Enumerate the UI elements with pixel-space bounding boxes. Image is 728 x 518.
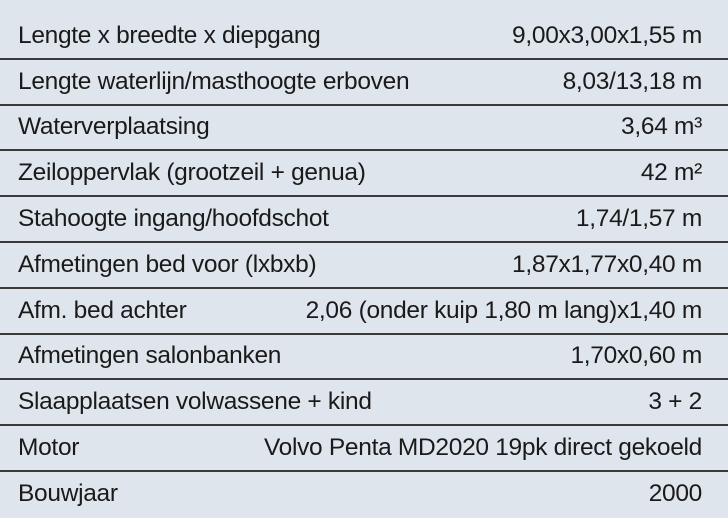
spec-label: Slaapplaatsen volwassene + kind bbox=[18, 388, 372, 416]
spec-row: Zeiloppervlak (grootzeil + genua) 42 m² bbox=[0, 151, 728, 198]
spec-label: Stahoogte ingang/hoofdschot bbox=[18, 205, 329, 233]
spec-label: Afmetingen salonbanken bbox=[18, 342, 282, 370]
spec-label: Zeiloppervlak (grootzeil + genua) bbox=[18, 159, 366, 187]
spec-row: Lengte waterlijn/masthoogte erboven 8,03/… bbox=[0, 60, 728, 106]
spec-row: Lengte x breedte x diepgang 9,00x3,00x1,5… bbox=[0, 14, 728, 60]
spec-row: Waterverplaatsing 3,64 m³ bbox=[0, 106, 728, 152]
spec-row: Afmetingen salonbanken 1,70x0,60 m bbox=[0, 335, 728, 381]
spec-label: Afm. bed achter bbox=[18, 296, 187, 324]
spec-value: 1,70x0,60 m bbox=[570, 342, 702, 370]
spec-row: Stahoogte ingang/hoofdschot 1,74/1,57 m bbox=[0, 197, 728, 243]
spec-value: 3,64 m³ bbox=[621, 113, 702, 141]
spec-value: 3 + 2 bbox=[648, 388, 702, 416]
spec-value: 1,87x1,77x0,40 m bbox=[512, 250, 702, 278]
spec-row: Bouwjaar 2000 bbox=[0, 472, 728, 516]
spec-label: Bouwjaar bbox=[18, 479, 118, 507]
spec-label: Waterverplaatsing bbox=[18, 113, 210, 141]
spec-row: Afm. bed achter 2,06 (onder kuip 1,80 m l… bbox=[0, 289, 728, 335]
spec-row: Afmetingen bed voor (lxbxb) 1,87x1,77x0,4… bbox=[0, 243, 728, 289]
spec-row: Slaapplaatsen volwassene + kind 3 + 2 bbox=[0, 380, 728, 427]
spec-value: 8,03/13,18 m bbox=[562, 67, 703, 95]
spec-label: Lengte waterlijn/masthoogte erboven bbox=[18, 67, 410, 95]
spec-value: Volvo Penta MD2020 19pk direct gekoeld bbox=[263, 434, 702, 462]
spec-row: Motor Volvo Penta MD2020 19pk direct geko… bbox=[0, 426, 728, 472]
spec-value: 9,00x3,00x1,55 m bbox=[512, 21, 702, 49]
spec-value: 2,06 (onder kuip 1,80 m lang)x1,40 m bbox=[305, 296, 703, 324]
spec-value: 42 m² bbox=[640, 159, 702, 187]
spec-table: Lengte x breedte x diepgang 9,00x3,00x1,5… bbox=[0, 14, 728, 516]
spec-label: Afmetingen bed voor (lxbxb) bbox=[18, 250, 317, 278]
spec-value: 2000 bbox=[648, 479, 703, 507]
spec-label: Lengte x breedte x diepgang bbox=[18, 21, 321, 49]
spec-value: 1,74/1,57 m bbox=[575, 205, 702, 233]
spec-label: Motor bbox=[18, 434, 80, 462]
